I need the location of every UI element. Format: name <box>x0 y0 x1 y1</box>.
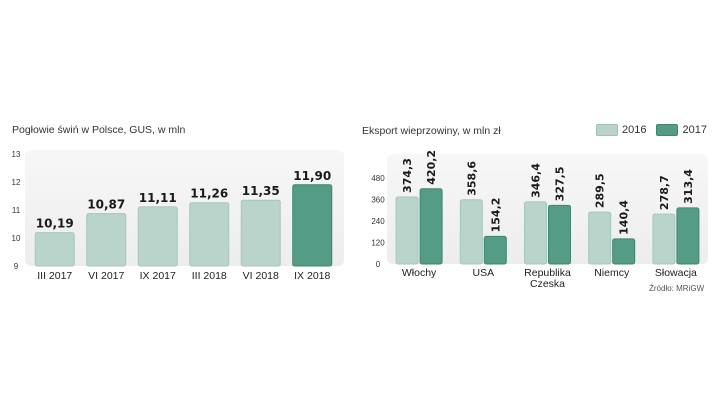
chart1-ytick: 13 <box>12 150 21 159</box>
chart2-ytick: 0 <box>376 260 381 269</box>
chart1-bar-label: 11,35 <box>242 184 280 198</box>
chart2-bar-label-2017: 313,4 <box>682 169 695 204</box>
chart2-category-label: Włochy <box>402 267 437 279</box>
chart2-bar-2016 <box>588 211 612 265</box>
chart1-bar-label: 11,11 <box>139 191 177 205</box>
chart2-bar-label-2016: 374,3 <box>401 158 414 193</box>
chart2-ytick: 360 <box>371 196 385 205</box>
legend-swatch-2017 <box>656 124 679 136</box>
chart2-bar-label-2016: 346,4 <box>530 163 543 198</box>
chart1-ytick: 12 <box>12 178 21 187</box>
chart2-bar-2017 <box>612 238 636 265</box>
chart2-bar-2017 <box>419 188 443 265</box>
chart2-bar-2016 <box>524 201 547 265</box>
chart2-bar-2016 <box>395 196 419 265</box>
chart2-bar-2017 <box>483 235 507 265</box>
chart1-bar <box>34 232 75 267</box>
chart2-ytick: 480 <box>371 174 385 183</box>
chart2-category-label: Niemcy <box>594 267 630 279</box>
chart1-category-label: VI 2017 <box>88 270 124 282</box>
chart2-legend: 2016 2017 <box>596 122 717 138</box>
chart2-category-label: Czeska <box>530 278 565 290</box>
chart1-category-label: III 2017 <box>37 270 72 282</box>
chart1-category-label: III 2018 <box>192 270 227 282</box>
chart1-category-label: VI 2018 <box>243 270 279 282</box>
chart2-title: Eksport wieprzowiny, w mln zł <box>362 125 501 137</box>
chart1-bar-label: 10,19 <box>36 217 74 231</box>
chart2-bar-label-2017: 420,2 <box>425 150 438 185</box>
chart2-bar-label-2017: 327,5 <box>554 167 567 202</box>
chart1-bar <box>240 199 281 267</box>
chart1-bar-label: 11,90 <box>293 169 331 183</box>
source-note: Źródło: MRiGW <box>649 284 705 293</box>
legend-label-2017: 2017 <box>682 124 707 136</box>
chart2-category-label: USA <box>473 267 495 279</box>
chart1-ytick: 11 <box>12 206 21 215</box>
chart1-ytick: 9 <box>14 262 19 271</box>
chart2-ytick: 240 <box>371 217 385 226</box>
chart2-bar-2016 <box>652 213 676 265</box>
chart2-bar-2017 <box>548 204 571 265</box>
chart2-bar-label-2016: 289,5 <box>594 173 607 208</box>
chart1-bar-label: 11,26 <box>190 187 228 201</box>
chart1-bar <box>86 213 127 267</box>
chart1-bar <box>292 184 333 267</box>
chart2-category-label: Słowacja <box>655 267 697 279</box>
chart2-ytick: 120 <box>371 239 385 248</box>
chart2-bar-label-2017: 140,4 <box>618 200 631 235</box>
chart1-ytick: 10 <box>12 234 21 243</box>
chart1-category-label: IX 2018 <box>294 270 330 282</box>
chart2-bar-2017 <box>676 207 700 265</box>
chart1-title: Pogłowie świń w Polsce, GUS, w mln <box>12 124 186 136</box>
legend-swatch-2016 <box>596 124 618 136</box>
chart1-category-label: IX 2017 <box>140 270 176 282</box>
chart2-bar-label-2017: 154,2 <box>489 198 502 233</box>
chart2-bar-2016 <box>459 199 483 265</box>
chart1-bar <box>189 202 230 267</box>
chart1-bar-label: 10,87 <box>87 198 125 212</box>
chart2-bar-label-2016: 278,7 <box>658 175 671 210</box>
chart2-bar-label-2016: 358,6 <box>465 161 478 196</box>
legend-label-2016: 2016 <box>622 124 647 136</box>
chart2-category-label: Republika <box>524 267 571 279</box>
chart1-bar <box>137 206 178 267</box>
